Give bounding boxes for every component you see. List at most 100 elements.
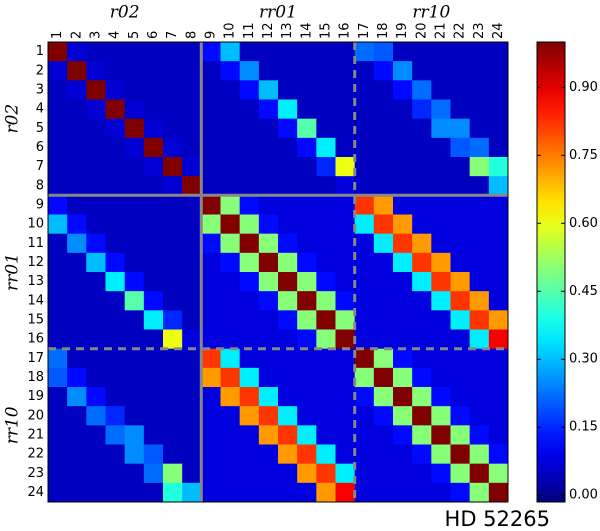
cell [182, 157, 202, 177]
colorbar-label: 0.75 [569, 148, 598, 163]
cell [412, 99, 432, 120]
cell [67, 233, 87, 254]
cell [335, 272, 356, 292]
cell [335, 291, 356, 311]
cell [393, 80, 413, 100]
cell [201, 157, 221, 177]
cell [335, 425, 356, 445]
cell [48, 406, 68, 426]
cell [316, 406, 336, 426]
cell [239, 137, 260, 158]
row-label: 17 [27, 351, 44, 366]
cell [450, 463, 471, 484]
cell [48, 444, 68, 465]
cell [373, 272, 394, 292]
cell [412, 157, 432, 177]
cell [67, 444, 87, 465]
cell [182, 99, 202, 120]
cell [182, 176, 202, 196]
cell [182, 482, 202, 503]
cell [469, 252, 490, 273]
cell [201, 233, 221, 254]
separators [48, 42, 508, 502]
row-label: 4 [36, 102, 44, 117]
cell [488, 387, 509, 407]
cell [393, 406, 413, 426]
cell [86, 444, 106, 465]
cell [373, 482, 394, 503]
cell [124, 137, 145, 158]
cell [335, 444, 356, 465]
cell [220, 80, 241, 100]
cell [258, 42, 279, 62]
cell [201, 137, 221, 158]
row-label: 5 [36, 121, 44, 136]
cell [239, 252, 260, 273]
row-label: 22 [27, 447, 44, 462]
colorbar-label: 0.90 [569, 80, 598, 95]
heatmap [48, 42, 509, 503]
cell [163, 137, 183, 158]
cell [316, 195, 336, 215]
cell [278, 195, 298, 215]
cell [431, 291, 451, 311]
cell [488, 310, 509, 330]
cell [163, 195, 183, 215]
cell [278, 42, 298, 62]
cell [258, 482, 279, 503]
group-label: r02 [3, 104, 23, 134]
cell [278, 444, 298, 465]
row-label: 13 [27, 274, 44, 289]
cell [450, 482, 471, 503]
cell [67, 252, 87, 273]
cell [354, 444, 375, 465]
cell [450, 367, 471, 388]
cell [105, 80, 126, 100]
cell [48, 233, 68, 254]
cell [431, 272, 451, 292]
cell [201, 367, 221, 388]
cell [488, 233, 509, 254]
cell [431, 329, 451, 350]
cell [220, 42, 241, 62]
cell [143, 291, 164, 311]
cell [48, 310, 68, 330]
cell [431, 482, 451, 503]
cell [488, 444, 509, 465]
cell [469, 137, 490, 158]
cell [278, 157, 298, 177]
col-label: 22 [453, 22, 468, 39]
cell [393, 214, 413, 235]
cell [335, 214, 356, 235]
cell [412, 310, 432, 330]
cell [220, 61, 241, 81]
row-label: 21 [27, 427, 44, 442]
col-label: 11 [242, 22, 257, 39]
cell [335, 463, 356, 484]
cell [450, 176, 471, 196]
cell [393, 99, 413, 120]
cell [354, 367, 375, 388]
cell [373, 367, 394, 388]
cell [431, 137, 451, 158]
row-label: 10 [27, 217, 44, 232]
cell [220, 233, 241, 254]
cell [393, 291, 413, 311]
cell [450, 137, 471, 158]
cell [297, 329, 317, 350]
cell [278, 214, 298, 235]
colorbar-label: 0.60 [569, 216, 598, 231]
cell [258, 463, 279, 484]
cell [488, 463, 509, 484]
cell [450, 444, 471, 465]
cell [182, 61, 202, 81]
cell [163, 176, 183, 196]
cell [48, 387, 68, 407]
cell [278, 406, 298, 426]
cell [143, 406, 164, 426]
col-label: 2 [69, 31, 84, 39]
cell [143, 214, 164, 235]
cell [354, 80, 375, 100]
cell [239, 482, 260, 503]
cell [48, 118, 68, 139]
